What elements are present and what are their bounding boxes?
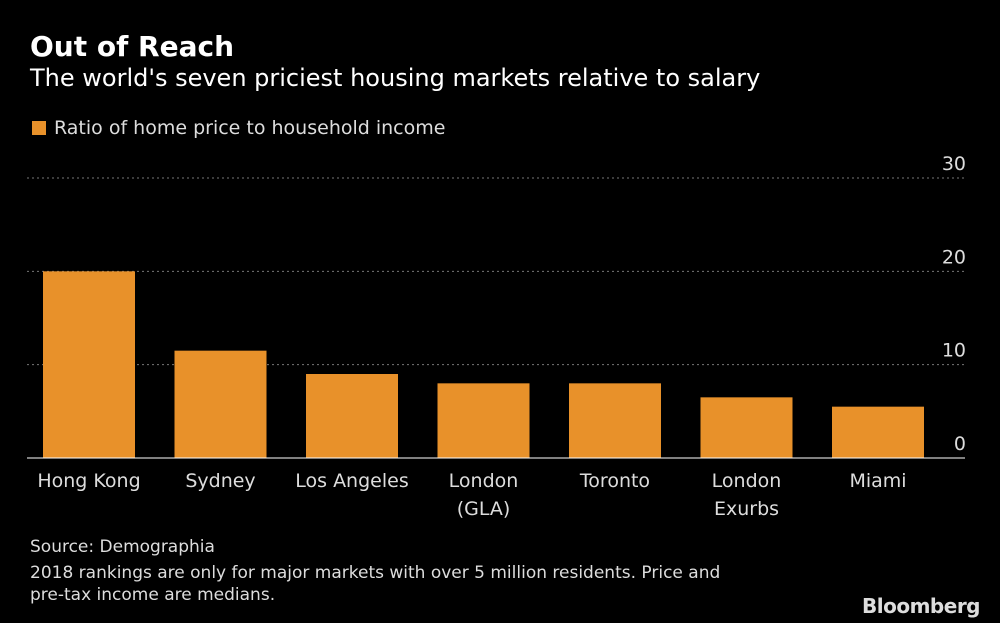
footnote: 2018 rankings are only for major markets… (30, 562, 850, 606)
x-tick-label-4-0: Toronto (579, 470, 650, 492)
y-tick-label-0: 0 (954, 433, 966, 455)
bar-4 (569, 383, 661, 458)
x-tick-label-5-0: London (712, 470, 782, 492)
x-tick-label-5-1: Exurbs (714, 498, 779, 520)
bar-2 (306, 374, 398, 458)
bar-6 (832, 406, 924, 458)
bloomberg-logo: Bloomberg (862, 594, 980, 618)
legend-label: Ratio of home price to household income (54, 117, 446, 139)
bar-5 (700, 397, 793, 458)
x-tick-label-2-0: Los Angeles (295, 470, 408, 492)
legend: Ratio of home price to household income (32, 117, 445, 139)
footnote-line-2: pre-tax income are medians. (30, 585, 276, 605)
x-tick-label-3-1: (GLA) (457, 498, 511, 520)
chart-subtitle: The world's seven priciest housing marke… (30, 64, 761, 92)
y-tick-label-30: 30 (942, 153, 966, 175)
bar-3 (437, 383, 530, 458)
x-tick-label-6-0: Miami (849, 470, 906, 492)
chart-title: Out of Reach (30, 30, 235, 63)
y-tick-label-20: 20 (942, 246, 966, 268)
x-tick-label-1-0: Sydney (185, 470, 255, 492)
bar-1 (174, 350, 267, 458)
x-tick-label-3-0: London (449, 470, 519, 492)
bar-0 (43, 271, 135, 458)
footnote-line-1: 2018 rankings are only for major markets… (30, 563, 721, 583)
source-text: Source: Demographia (30, 537, 215, 557)
legend-swatch (32, 121, 46, 135)
y-tick-label-10: 10 (942, 340, 966, 362)
x-tick-label-0-0: Hong Kong (37, 470, 140, 492)
